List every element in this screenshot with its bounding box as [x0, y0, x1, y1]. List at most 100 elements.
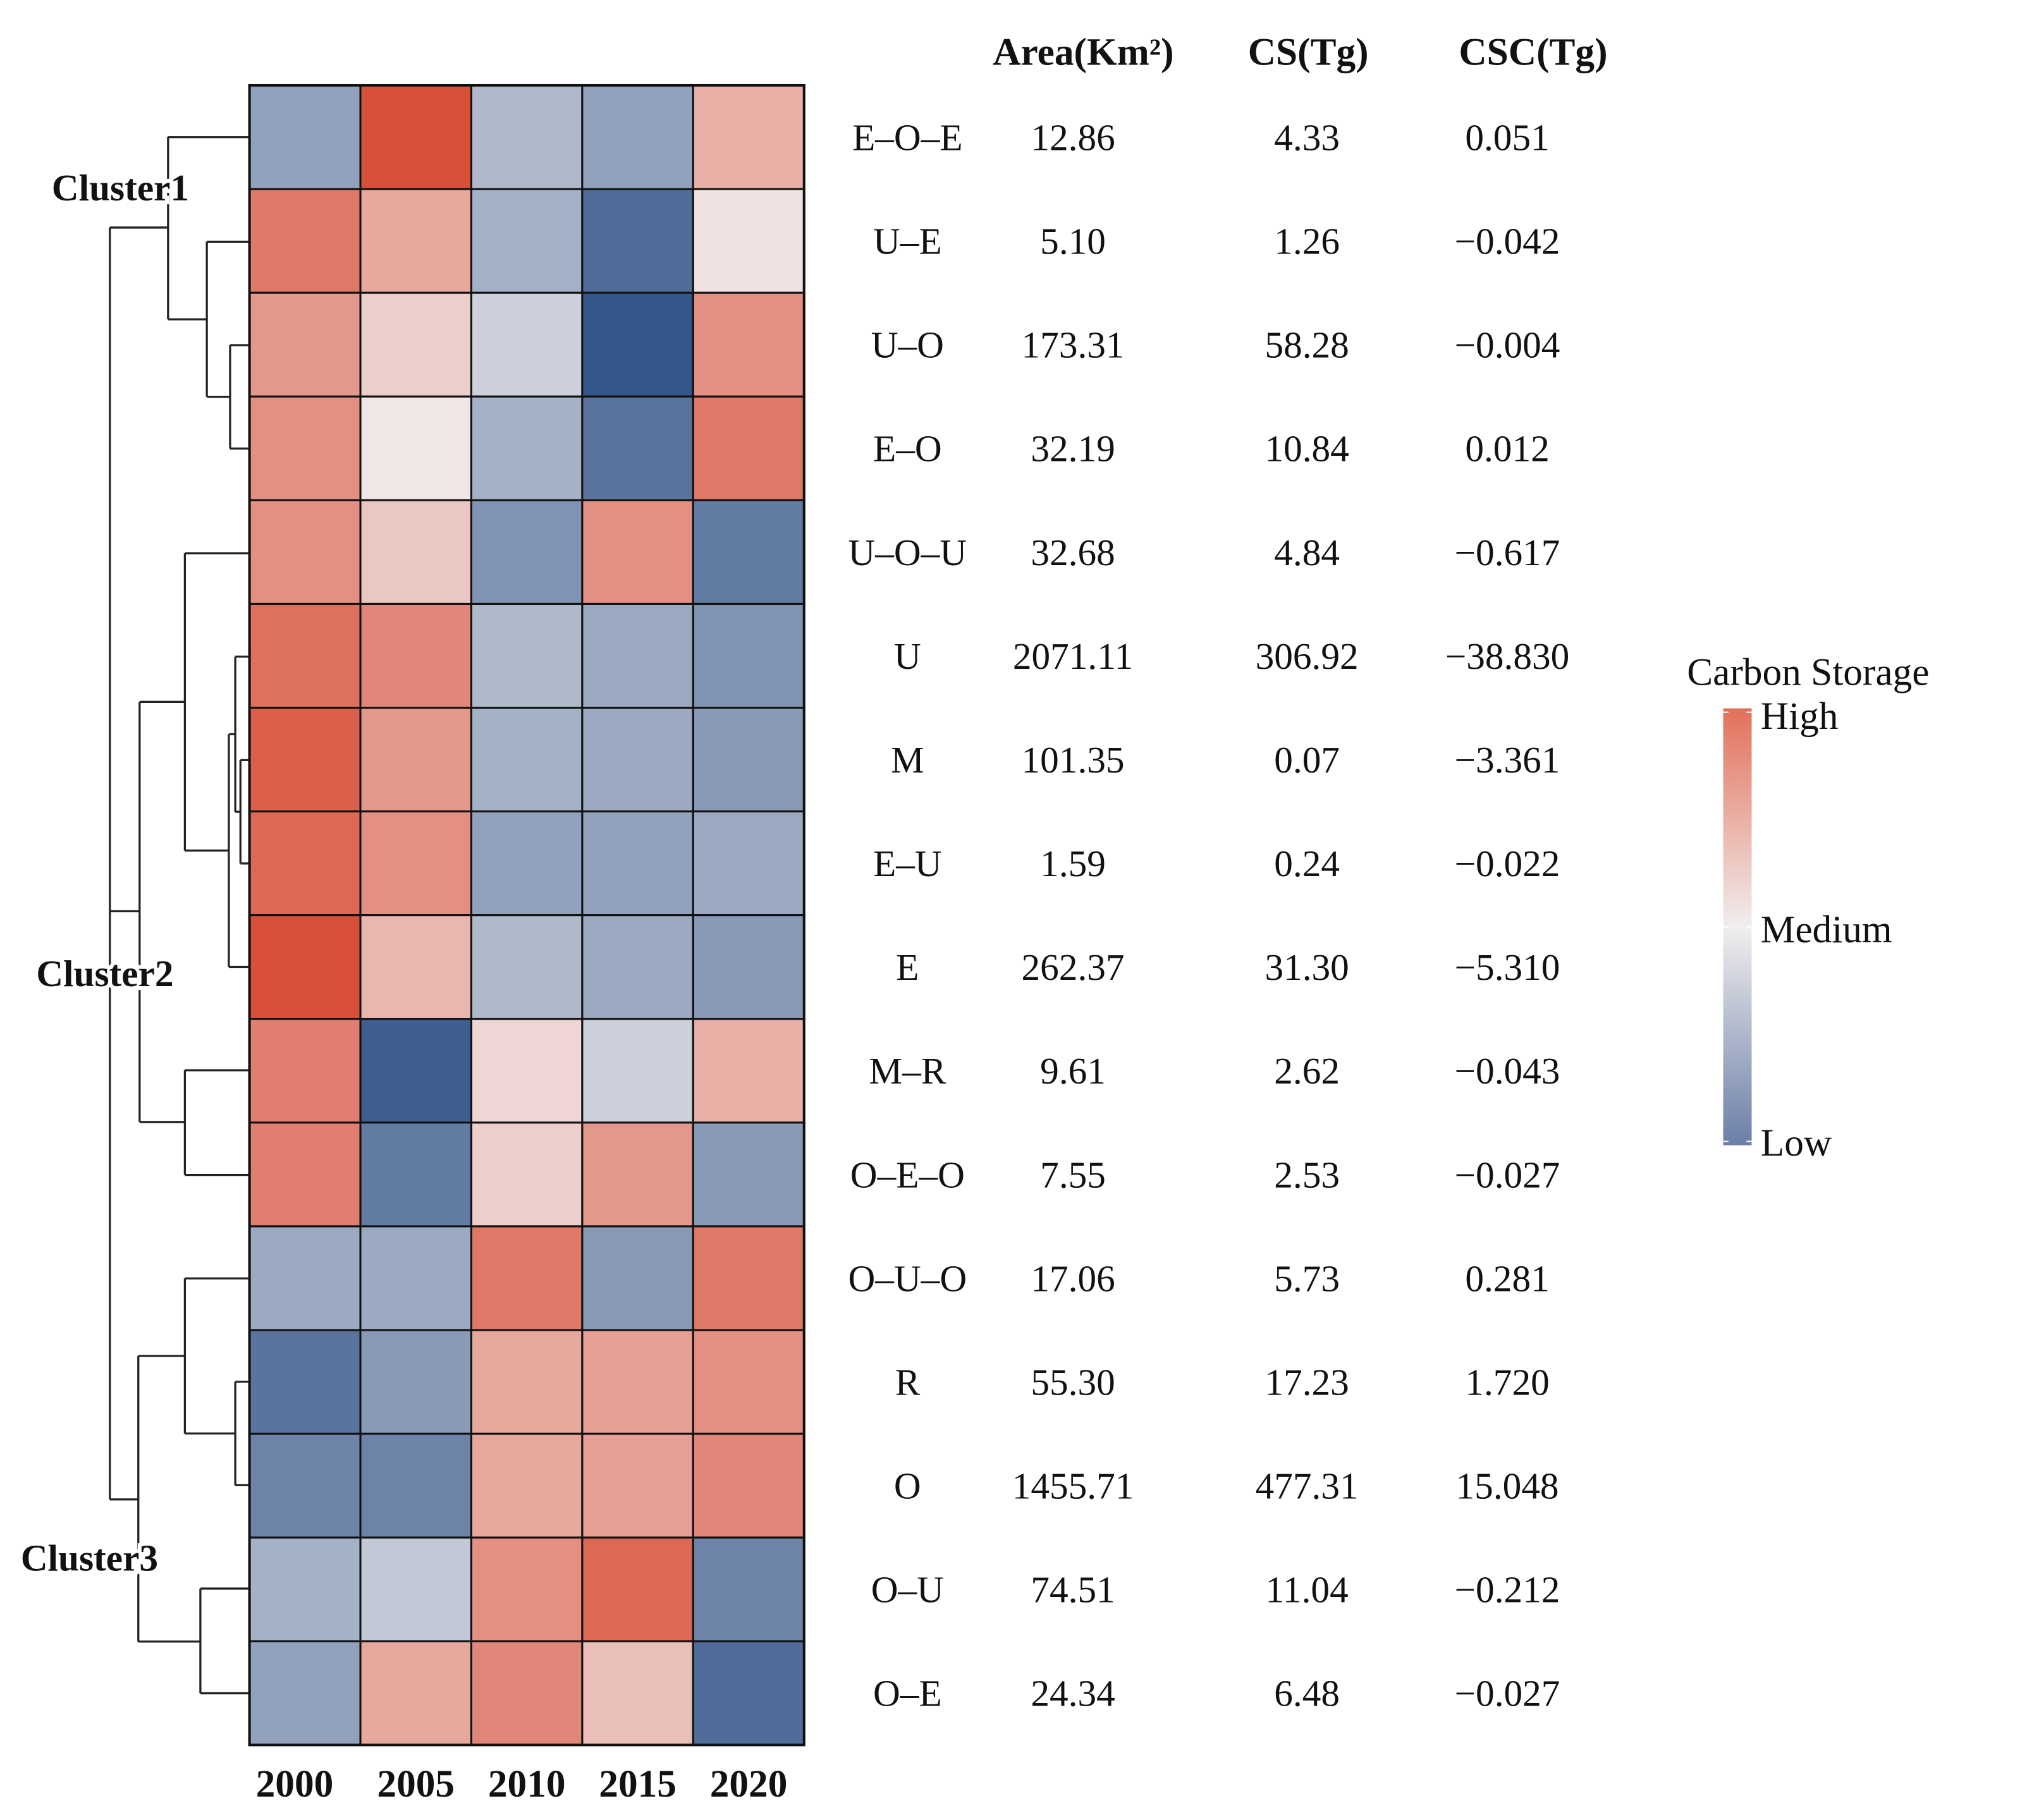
heatmap-cell: [581, 602, 694, 709]
heatmap-cell: [359, 1225, 473, 1331]
heatmap-cell: [581, 1536, 694, 1642]
csc-value: −5.310: [1455, 946, 1560, 988]
csc-value: −3.361: [1455, 739, 1560, 781]
heatmap-cell: [581, 706, 694, 813]
heatmap-cell: [581, 499, 694, 605]
heatmap-cell: [470, 1225, 584, 1331]
heatmap-cell: [359, 84, 473, 190]
color-legend: Carbon Storage High Medium Low: [1687, 651, 1929, 1164]
heatmap-cell: [470, 1121, 584, 1228]
heatmap-cell: [581, 1329, 694, 1435]
area-value: 74.51: [1031, 1569, 1115, 1611]
area-value: 5.10: [1040, 221, 1106, 262]
csc-value: −38.830: [1445, 635, 1569, 677]
heatmap-cell: [581, 188, 694, 294]
csc-value: −0.004: [1455, 324, 1560, 366]
heatmap-cell: [470, 1432, 584, 1539]
area-value: 55.30: [1031, 1361, 1115, 1403]
cs-value: 0.07: [1274, 739, 1340, 781]
row-label: E–U: [873, 843, 942, 884]
csc-value: −0.027: [1455, 1673, 1560, 1714]
heatmap-cell: [359, 602, 473, 709]
row-label: O–U: [871, 1569, 944, 1611]
heatmap-cell: [692, 395, 805, 501]
heatmap-cell: [692, 499, 805, 605]
area-value: 1455.71: [1012, 1465, 1134, 1507]
heatmap-cell: [581, 1121, 694, 1228]
heatmap-cell: [470, 499, 584, 605]
heatmap-cell: [470, 914, 584, 1020]
heatmap-cell: [359, 914, 473, 1020]
row-label: U: [894, 635, 921, 677]
heatmap-cell: [359, 395, 473, 501]
row-label: U–E: [873, 221, 942, 262]
cs-value: 4.33: [1274, 117, 1340, 159]
heatmap-cell: [470, 395, 584, 501]
heatmap-cell: [692, 1225, 805, 1331]
area-value: 101.35: [1022, 739, 1125, 781]
heatmap-cell: [359, 499, 473, 605]
cs-value: 2.53: [1274, 1154, 1340, 1195]
row-label: R: [895, 1361, 921, 1403]
heatmap-cell: [248, 1225, 362, 1331]
heatmap-cell: [581, 395, 694, 501]
heatmap-cell: [581, 914, 694, 1020]
x-axis-labels: 2000 2005 2010 2015 2020: [256, 1762, 788, 1805]
csc-value: −0.042: [1455, 221, 1560, 262]
row-label: O: [894, 1465, 921, 1507]
heatmap-cell: [581, 1432, 694, 1539]
legend-high-label: High: [1761, 695, 1839, 738]
area-value: 173.31: [1022, 324, 1125, 366]
legend-medium-label: Medium: [1761, 908, 1892, 951]
legend-title: Carbon Storage: [1687, 651, 1929, 694]
heatmap-cell: [248, 499, 362, 605]
cs-value: 1.26: [1274, 221, 1340, 262]
heatmap-cells: [248, 83, 805, 1747]
cs-value: 2.62: [1274, 1050, 1340, 1092]
row-label: E–O–E: [852, 117, 963, 159]
heatmap-cell: [470, 1536, 584, 1642]
cs-value: 4.84: [1274, 532, 1340, 573]
area-value: 12.86: [1031, 117, 1115, 159]
csc-value: −0.617: [1455, 532, 1560, 573]
csc-value: −0.212: [1455, 1569, 1560, 1611]
heatmap-cell: [692, 1432, 805, 1539]
cs-value: 477.31: [1256, 1465, 1359, 1507]
csc-value: 1.720: [1465, 1361, 1549, 1403]
heatmap-cell: [581, 84, 694, 190]
csc-value: −0.027: [1455, 1154, 1560, 1195]
heatmap-cell: [470, 1640, 584, 1746]
dendrogram: [109, 136, 248, 1695]
heatmap-cell: [248, 810, 362, 917]
row-label: U–O: [871, 324, 944, 366]
heatmap-border: [248, 83, 805, 1747]
heatmap-cell: [692, 188, 805, 294]
cs-value: 0.24: [1274, 843, 1340, 884]
csc-value: −0.043: [1455, 1050, 1560, 1092]
heatmap-cell: [248, 1536, 362, 1642]
header-area: Area(Km²): [993, 30, 1173, 73]
heatmap-cell: [248, 188, 362, 294]
heatmap-cell: [470, 602, 584, 709]
heatmap-cell: [470, 706, 584, 813]
heatmap-cell: [692, 1640, 805, 1746]
row-label: O–E–O: [850, 1154, 965, 1195]
row-label: U–O–U: [848, 532, 967, 573]
cluster3-label: Cluster3: [21, 1537, 158, 1579]
csc-value: 15.048: [1456, 1465, 1559, 1507]
x-tick-label: 2010: [488, 1762, 566, 1805]
heatmap-cell: [359, 1640, 473, 1746]
cluster1-label: Cluster1: [52, 167, 189, 209]
heatmap-cell: [248, 1640, 362, 1746]
row-label: M–R: [869, 1050, 946, 1092]
heatmap-cell: [470, 291, 584, 398]
header-cs: CS(Tg): [1248, 30, 1369, 73]
row-label: E–O: [873, 428, 942, 470]
csc-value: 0.012: [1465, 428, 1549, 470]
header-csc: CSC(Tg): [1459, 30, 1607, 73]
heatmap-cell: [692, 291, 805, 398]
area-value: 32.19: [1031, 428, 1115, 470]
csc-value: 0.051: [1465, 117, 1549, 159]
heatmap-cell: [692, 1121, 805, 1228]
